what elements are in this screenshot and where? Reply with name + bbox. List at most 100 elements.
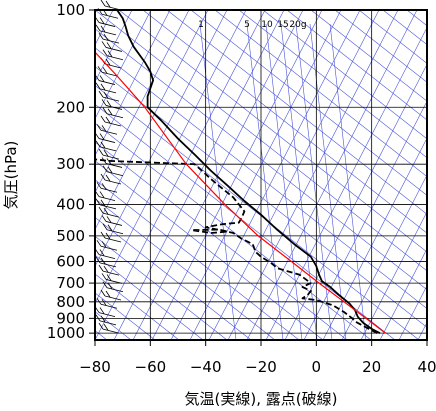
background-lines: [95, 10, 436, 340]
wind-barbs: [94, 0, 124, 334]
mixing-ratio-labels: 1 5 10 15 20g: [198, 20, 306, 30]
series-line-0: [116, 10, 381, 334]
mixing-ratio-line: [280, 23, 318, 340]
y-tick-label: 100: [56, 1, 85, 19]
wind-barb: [94, 190, 116, 201]
wind-barb: [94, 248, 116, 259]
isotherm-line: [170, 10, 342, 340]
dry-adiabat-line: [95, 85, 420, 340]
wind-barb: [100, 57, 122, 69]
isotherm-line: [398, 284, 427, 340]
mixing-ratio-label: 20g: [289, 20, 306, 30]
dry-adiabat-line: [95, 160, 324, 340]
dry-adiabat-line: [95, 273, 180, 340]
series-line-2: [95, 51, 386, 334]
wind-barb: [101, 273, 123, 284]
mixing-ratio-line: [265, 23, 303, 340]
isotherm-line: [95, 10, 209, 231]
wind-barb: [98, 322, 120, 334]
dry-adiabat-line: [406, 10, 427, 27]
x-tick-label: −20: [245, 358, 277, 376]
isotherm-line: [379, 248, 427, 340]
isotherm-line: [322, 137, 427, 340]
mixing-ratio-label: 15: [277, 20, 288, 30]
wind-barb: [102, 165, 124, 177]
mixing-ratio-label: 1: [198, 20, 204, 30]
mixing-ratio-line: [309, 23, 347, 340]
wind-barb: [98, 206, 120, 218]
y-tick-label: 700: [56, 274, 85, 292]
dry-adiabat-line: [95, 254, 204, 340]
wind-barb: [98, 264, 120, 276]
isotherm-line: [246, 10, 418, 340]
isotherm-line: [95, 10, 152, 120]
x-tick-label: 20: [362, 358, 381, 376]
mixing-ratio-label: 10: [261, 20, 273, 30]
isotherm-line: [341, 174, 427, 340]
wind-barb: [96, 240, 118, 251]
x-tick-label: 40: [417, 358, 436, 376]
wind-barb: [98, 32, 120, 44]
dry-adiabat-line: [95, 179, 300, 340]
wind-barb: [101, 41, 123, 52]
x-tick-label: 0: [312, 358, 322, 376]
y-axis-label: 気圧(hPa): [2, 141, 20, 210]
wind-barb: [96, 182, 118, 193]
x-tick-label: −40: [190, 358, 222, 376]
dry-adiabat-line: [166, 10, 427, 215]
isotherm-line: [95, 10, 133, 83]
mixing-ratio-line: [329, 23, 367, 340]
wind-barb: [101, 215, 123, 226]
dry-adiabat-line: [431, 10, 436, 340]
isotherm-line: [151, 10, 323, 340]
dry-adiabat-line: [95, 198, 276, 340]
series-line-1: [95, 158, 378, 334]
y-tick-label: 1000: [47, 324, 85, 342]
wind-barb: [98, 148, 120, 160]
x-tick-label: −60: [135, 358, 167, 376]
y-tick-label: 900: [56, 309, 85, 327]
wind-barb: [100, 173, 122, 185]
dry-adiabat-line: [95, 10, 427, 272]
isotherm-line: [132, 10, 304, 340]
y-tick-label: 400: [56, 196, 85, 214]
isotherm-line: [265, 26, 427, 340]
wind-barb: [97, 66, 119, 77]
wind-barb: [96, 124, 118, 135]
isotherm-line: [208, 10, 380, 340]
wind-barb: [100, 289, 122, 301]
mixing-ratio-line: [246, 23, 284, 340]
wind-barb: [102, 281, 124, 293]
wind-barb: [98, 90, 120, 102]
mixing-ratio-line: [295, 23, 333, 340]
wind-barb: [96, 298, 118, 309]
wind-barb: [100, 0, 122, 11]
dry-adiabat-line: [118, 10, 427, 253]
dry-adiabat-line: [238, 10, 427, 159]
isotherm-line: [189, 10, 361, 340]
dry-adiabat-line: [95, 66, 427, 328]
dry-adiabat-line: [214, 10, 427, 177]
wind-barb: [94, 132, 116, 143]
wind-barb: [101, 99, 123, 110]
y-tick-label: 200: [56, 98, 85, 116]
series-group: [95, 10, 386, 334]
wind-barb: [95, 256, 117, 268]
isotherm-line: [95, 10, 190, 194]
dry-adiabat-line: [286, 10, 427, 121]
dry-adiabat-line: [334, 10, 427, 83]
wind-barb: [95, 82, 117, 94]
dry-adiabat-line: [95, 28, 427, 291]
x-tick-label: −80: [79, 358, 111, 376]
isotherm-line: [113, 10, 285, 340]
wind-barb: [95, 140, 117, 152]
plot-frame: [94, 9, 428, 341]
y-tick-label: 800: [56, 293, 85, 311]
x-axis-label: 気温(実線), 露点(破線): [185, 390, 338, 408]
wind-barb: [100, 231, 122, 243]
wind-barb: [100, 115, 122, 127]
dry-adiabat-line: [95, 141, 348, 340]
wind-barb: [102, 223, 124, 235]
